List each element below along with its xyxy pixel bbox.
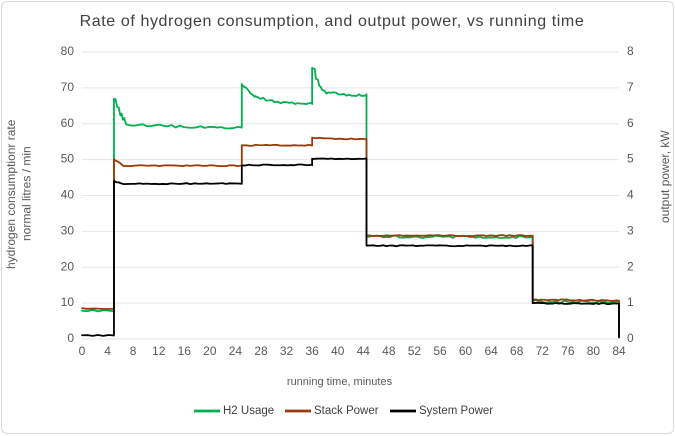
svg-text:28: 28 <box>254 344 268 358</box>
svg-text:50: 50 <box>61 152 75 166</box>
svg-text:36: 36 <box>305 344 319 358</box>
svg-text:12: 12 <box>152 344 166 358</box>
svg-text:3: 3 <box>627 223 634 237</box>
svg-text:0: 0 <box>79 344 86 358</box>
svg-text:8: 8 <box>627 44 634 58</box>
svg-text:80: 80 <box>61 44 75 58</box>
svg-text:60: 60 <box>459 344 473 358</box>
svg-text:70: 70 <box>61 80 75 94</box>
svg-text:72: 72 <box>536 344 550 358</box>
svg-text:5: 5 <box>627 152 634 166</box>
svg-text:24: 24 <box>229 344 243 358</box>
svg-text:2: 2 <box>627 259 634 273</box>
svg-text:16: 16 <box>178 344 192 358</box>
svg-text:56: 56 <box>433 344 447 358</box>
svg-text:0: 0 <box>627 331 634 345</box>
svg-text:40: 40 <box>331 344 345 358</box>
svg-text:4: 4 <box>627 188 634 202</box>
svg-text:4: 4 <box>104 344 111 358</box>
svg-text:20: 20 <box>203 344 217 358</box>
svg-text:20: 20 <box>61 259 75 273</box>
svg-text:60: 60 <box>61 116 75 130</box>
svg-text:10: 10 <box>61 295 75 309</box>
svg-text:80: 80 <box>587 344 601 358</box>
svg-text:6: 6 <box>627 116 634 130</box>
svg-text:64: 64 <box>484 344 498 358</box>
svg-text:7: 7 <box>627 80 634 94</box>
svg-text:84: 84 <box>612 344 626 358</box>
svg-text:40: 40 <box>61 188 75 202</box>
svg-text:30: 30 <box>61 223 75 237</box>
svg-text:0: 0 <box>67 331 74 345</box>
svg-text:48: 48 <box>382 344 396 358</box>
svg-text:1: 1 <box>627 295 634 309</box>
svg-text:52: 52 <box>408 344 422 358</box>
svg-text:44: 44 <box>357 344 371 358</box>
svg-text:68: 68 <box>510 344 524 358</box>
svg-text:32: 32 <box>280 344 294 358</box>
svg-text:76: 76 <box>561 344 575 358</box>
svg-text:8: 8 <box>130 344 137 358</box>
